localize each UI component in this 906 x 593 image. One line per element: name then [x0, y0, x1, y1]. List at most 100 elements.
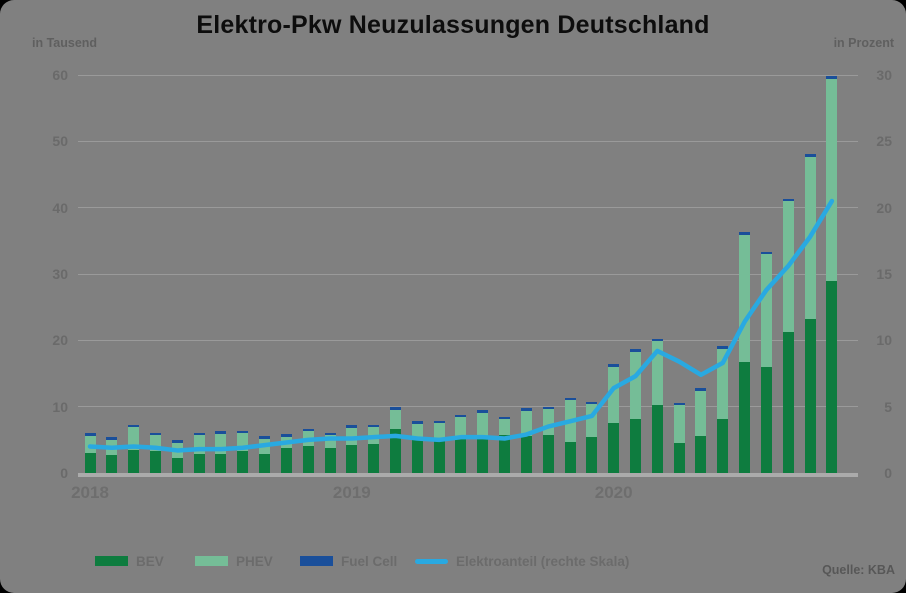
segment-bev: [84, 453, 96, 473]
segment-fuel-cell: [259, 436, 271, 439]
segment-fuel-cell: [695, 388, 707, 391]
segment-fuel-cell: [717, 346, 729, 349]
bar-2020-08: [760, 251, 772, 473]
elektroanteil-line: [87, 198, 835, 453]
segment-phev: [193, 435, 205, 454]
segment-phev: [455, 417, 467, 439]
segment-fuel-cell: [237, 430, 249, 434]
segment-bev: [411, 439, 423, 473]
legend-item-fuel-cell: Fuel Cell: [300, 552, 397, 570]
segment-fuel-cell: [651, 338, 663, 341]
legend-item-bev: BEV: [95, 552, 164, 570]
right-tick-10: 10: [876, 332, 892, 349]
segment-fuel-cell: [346, 425, 358, 428]
segment-bev: [259, 453, 271, 473]
right-tick-0: 0: [884, 465, 892, 481]
segment-fuel-cell: [128, 424, 140, 428]
segment-bev: [171, 458, 183, 473]
segment-bev: [739, 361, 751, 473]
segment-phev: [542, 409, 554, 436]
legend-item-phev: PHEV: [195, 552, 273, 570]
grid-line-60: [78, 74, 858, 76]
bar-2019-06: [455, 414, 467, 473]
segment-phev: [673, 405, 685, 443]
segment-phev: [477, 412, 489, 438]
segment-fuel-cell: [586, 401, 598, 405]
segment-fuel-cell: [149, 432, 161, 436]
segment-phev: [499, 419, 511, 436]
segment-bev: [826, 280, 838, 473]
segment-fuel-cell: [542, 406, 554, 410]
segment-fuel-cell: [280, 434, 292, 437]
source-label: Quelle: KBA: [822, 563, 895, 577]
segment-fuel-cell: [411, 421, 423, 424]
segment-bev: [673, 442, 685, 473]
bar-2020-07: [739, 232, 751, 473]
segment-phev: [520, 410, 532, 436]
bar-2019-07: [477, 410, 489, 473]
right-tick-15: 15: [876, 266, 892, 282]
segment-phev: [739, 234, 751, 362]
plot-area: [78, 74, 858, 477]
grid-line-0: [78, 473, 858, 477]
segment-phev: [411, 423, 423, 440]
bar-2019-05: [433, 420, 445, 473]
segment-fuel-cell: [564, 397, 576, 401]
legend-item-elektroanteil: Elektroanteil (rechte Skala): [415, 552, 629, 570]
left-tick-60: 60: [52, 67, 68, 83]
segment-fuel-cell: [520, 408, 532, 411]
bar-2018-07: [215, 431, 227, 473]
segment-fuel-cell: [106, 437, 118, 440]
segment-bev: [760, 366, 772, 473]
grid-line-50: [78, 140, 858, 142]
segment-bev: [280, 447, 292, 473]
segment-fuel-cell: [84, 433, 96, 436]
segment-phev: [237, 433, 249, 452]
segment-fuel-cell: [608, 364, 620, 367]
bar-2020-02: [630, 349, 641, 473]
segment-phev: [760, 254, 772, 367]
year-label-2018: 2018: [71, 483, 109, 502]
segment-phev: [608, 366, 620, 424]
segment-bev: [193, 453, 205, 473]
left-tick-50: 50: [52, 133, 68, 150]
segment-phev: [215, 433, 227, 454]
grid-line-40: [78, 207, 858, 209]
elektroanteil-swatch-icon: [415, 558, 448, 564]
segment-phev: [695, 390, 707, 436]
right-axis-unit-label: in Prozent: [833, 36, 894, 50]
legend-label-bev: BEV: [136, 553, 164, 569]
segment-bev: [651, 404, 663, 473]
bar-2020-01: [608, 364, 620, 473]
segment-bev: [128, 449, 140, 473]
segment-phev: [586, 404, 598, 437]
phev-swatch-icon: [195, 556, 228, 566]
segment-fuel-cell: [477, 410, 489, 413]
segment-fuel-cell: [324, 432, 336, 436]
segment-bev: [520, 435, 532, 473]
grid-line-20: [78, 339, 858, 341]
segment-bev: [368, 443, 380, 473]
left-tick-30: 30: [52, 266, 68, 282]
elektroanteil-polyline: [87, 198, 835, 453]
segment-bev: [608, 423, 620, 473]
segment-bev: [389, 429, 401, 473]
left-tick-0: 0: [60, 465, 68, 481]
bar-2018-12: [324, 432, 336, 473]
right-tick-20: 20: [876, 199, 892, 216]
segment-fuel-cell: [302, 428, 314, 432]
segment-bev: [324, 448, 336, 473]
segment-phev: [149, 435, 161, 452]
bar-2019-12: [586, 401, 598, 473]
segment-fuel-cell: [782, 198, 794, 202]
bar-2020-06: [717, 346, 729, 473]
bar-2019-03: [389, 407, 401, 473]
segment-fuel-cell: [215, 431, 227, 434]
legend-label-fuel-cell: Fuel Cell: [341, 553, 398, 569]
segment-fuel-cell: [630, 349, 641, 352]
bar-2019-10: [542, 406, 554, 473]
segment-bev: [477, 437, 489, 473]
fuel-cell-swatch-icon: [300, 556, 333, 566]
segment-fuel-cell: [804, 154, 816, 157]
